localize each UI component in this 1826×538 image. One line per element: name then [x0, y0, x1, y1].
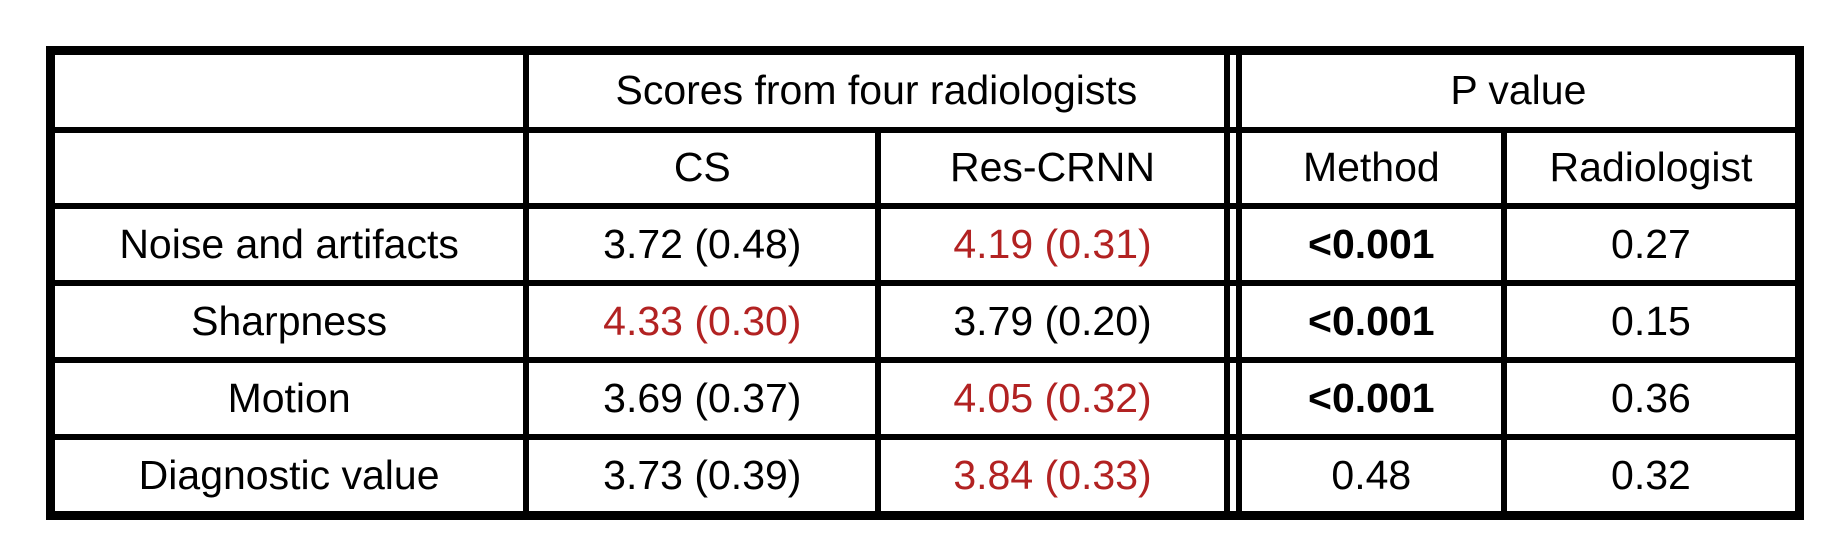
- column-header-res-crnn: Res-CRNN: [875, 127, 1230, 209]
- row-label: Noise and artifacts: [47, 203, 530, 286]
- table-row-motion: Motion 3.69 (0.37) 4.05 (0.32) <0.001 0.…: [47, 357, 1803, 440]
- double-rule-spacer: [1223, 47, 1242, 133]
- double-rule-spacer: [1223, 203, 1242, 286]
- row-label: Motion: [47, 357, 530, 440]
- scores-group-header: Scores from four radiologists: [523, 47, 1230, 133]
- double-rule-spacer: [1223, 357, 1242, 440]
- pvalue-method-cell: <0.001: [1235, 357, 1507, 440]
- pvalue-method-cell: <0.001: [1235, 203, 1507, 286]
- pvalue-radiologist-cell: 0.32: [1500, 434, 1803, 519]
- res-crnn-score-cell: 4.05 (0.32): [875, 357, 1230, 440]
- column-header-cs: CS: [523, 127, 882, 209]
- pvalue-radiologist-cell: 0.36: [1500, 357, 1803, 440]
- corner-cell: [47, 47, 530, 133]
- row-label: Diagnostic value: [47, 434, 530, 519]
- pvalue-method-cell: 0.48: [1235, 434, 1507, 519]
- double-rule-spacer: [1223, 127, 1242, 209]
- row-label: Sharpness: [47, 280, 530, 363]
- header-columns-row: CS Res-CRNN Method Radiologist: [47, 127, 1803, 209]
- pvalue-group-header: P value: [1235, 47, 1803, 133]
- radiologist-scores-table: Scores from four radiologists P value CS…: [46, 46, 1804, 520]
- table-row-noise-and-artifacts: Noise and artifacts 3.72 (0.48) 4.19 (0.…: [47, 203, 1803, 286]
- cs-score-cell: 3.72 (0.48): [523, 203, 882, 286]
- res-crnn-score-cell: 3.79 (0.20): [875, 280, 1230, 363]
- res-crnn-score-cell: 4.19 (0.31): [875, 203, 1230, 286]
- pvalue-radiologist-cell: 0.27: [1500, 203, 1803, 286]
- table-row-sharpness: Sharpness 4.33 (0.30) 3.79 (0.20) <0.001…: [47, 280, 1803, 363]
- cs-score-cell: 4.33 (0.30): [523, 280, 882, 363]
- table-row-diagnostic-value: Diagnostic value 3.73 (0.39) 3.84 (0.33)…: [47, 434, 1803, 519]
- column-header-radiologist: Radiologist: [1500, 127, 1803, 209]
- column-header-method: Method: [1235, 127, 1507, 209]
- pvalue-radiologist-cell: 0.15: [1500, 280, 1803, 363]
- double-rule-spacer: [1223, 280, 1242, 363]
- pvalue-method-cell: <0.001: [1235, 280, 1507, 363]
- double-rule-spacer: [1223, 434, 1242, 519]
- res-crnn-score-cell: 3.84 (0.33): [875, 434, 1230, 519]
- cs-score-cell: 3.73 (0.39): [523, 434, 882, 519]
- cs-score-cell: 3.69 (0.37): [523, 357, 882, 440]
- corner-cell: [47, 127, 530, 209]
- header-group-row: Scores from four radiologists P value: [47, 47, 1803, 133]
